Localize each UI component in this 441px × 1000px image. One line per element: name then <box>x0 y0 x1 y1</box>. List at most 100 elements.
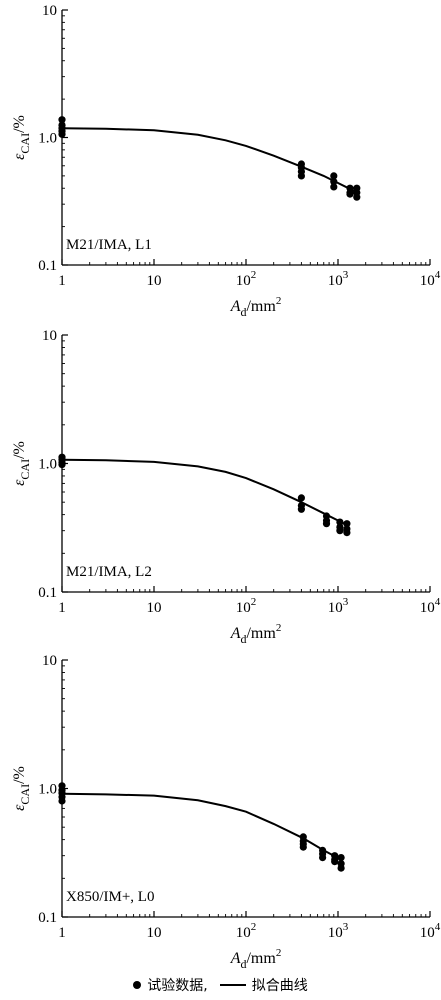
y-tick-label: 0.1 <box>38 585 57 601</box>
x-tick-label: 1 <box>58 600 66 616</box>
legend: 试验数据, 拟合曲线 <box>0 972 441 998</box>
x-tick-label: 10 <box>147 600 162 616</box>
legend-line-item: 拟合曲线 <box>218 975 308 995</box>
x-tick-base: 10 <box>328 925 343 941</box>
x-tick-base: 10 <box>328 273 343 289</box>
data-point <box>319 854 327 862</box>
x-axis-label: Ad/mm2 <box>230 947 282 971</box>
y-tick-label: 0.1 <box>38 258 57 274</box>
data-point <box>330 178 338 186</box>
y-tick-label: 1.0 <box>38 457 57 473</box>
data-point <box>297 505 305 513</box>
x-tick-label: 102 <box>236 596 257 616</box>
data-point <box>299 843 307 851</box>
y-axis-label: εCAI/% <box>11 441 32 486</box>
x-label-main: A <box>230 625 241 642</box>
x-tick-label: 103 <box>328 921 349 941</box>
y-label-main: ε <box>11 479 28 486</box>
y-tick-label: 10 <box>42 653 57 669</box>
x-label-subscript: d <box>240 632 246 646</box>
data-point <box>58 797 66 805</box>
y-tick-label: 1.0 <box>38 782 57 798</box>
x-tick-label: 1 <box>58 925 66 941</box>
y-label-unit: /% <box>11 766 28 784</box>
fit-curve-line <box>61 127 358 194</box>
x-tick-label: 10 <box>147 273 162 289</box>
x-tick-label: 104 <box>420 269 441 289</box>
x-label-subscript: d <box>240 305 246 319</box>
y-axis-label: εCAI/% <box>11 115 32 160</box>
x-tick-label: 103 <box>328 269 349 289</box>
y-tick-label: 10 <box>42 328 57 344</box>
x-tick-exponent: 4 <box>435 921 441 933</box>
x-tick-base: 10 <box>420 925 435 941</box>
x-tick-base: 10 <box>236 273 251 289</box>
data-point <box>330 183 338 191</box>
x-tick-base: 10 <box>328 600 343 616</box>
x-axis-label: Ad/mm2 <box>230 295 282 319</box>
x-label-main: A <box>230 298 241 315</box>
x-tick-exponent: 2 <box>251 596 257 608</box>
data-point <box>58 116 66 124</box>
y-tick-label: 1.0 <box>38 131 57 147</box>
y-label-main: ε <box>11 153 28 160</box>
y-tick-label: 0.1 <box>38 910 57 926</box>
x-label-unit: /mm <box>246 625 276 642</box>
legend-scatter-marker <box>133 981 142 989</box>
y-label-subscript: CAI <box>18 459 32 480</box>
fit-curve-line <box>61 458 348 527</box>
legend-scatter-item: 试验数据, <box>133 975 208 995</box>
data-point <box>322 520 331 528</box>
x-label-unit: /mm <box>246 950 276 967</box>
x-tick-label: 104 <box>420 921 441 941</box>
x-label-superscript: 2 <box>276 947 282 959</box>
x-tick-exponent: 2 <box>251 269 257 281</box>
data-point <box>343 529 351 537</box>
y-label-unit: /% <box>11 441 28 459</box>
y-label-main: ε <box>11 804 28 811</box>
panel-label: X850/IM+, L0 <box>66 889 154 905</box>
x-tick-label: 102 <box>236 921 257 941</box>
panel-label: M21/IMA, L2 <box>66 564 152 580</box>
x-tick-base: 10 <box>236 600 251 616</box>
x-tick-label: 103 <box>328 596 349 616</box>
legend-line-label: 拟合曲线 <box>251 978 308 994</box>
x-tick-exponent: 4 <box>435 596 441 608</box>
legend-scatter-label: 试验数据, <box>147 978 208 994</box>
x-label-main: A <box>230 950 241 967</box>
x-tick-exponent: 2 <box>251 921 257 933</box>
data-point <box>297 494 305 502</box>
x-axis-label: Ad/mm2 <box>230 622 282 646</box>
y-label-unit: /% <box>11 115 28 133</box>
data-point <box>58 461 66 469</box>
y-tick-label: 10 <box>42 3 57 19</box>
data-point <box>337 864 345 872</box>
data-point <box>353 193 361 201</box>
x-tick-base: 10 <box>420 600 435 616</box>
data-point <box>336 527 344 535</box>
x-label-unit: /mm <box>246 298 276 315</box>
data-point <box>297 172 305 180</box>
y-axis-label: εCAI/% <box>11 766 32 811</box>
x-tick-base: 10 <box>420 273 435 289</box>
y-label-subscript: CAI <box>18 133 32 154</box>
data-point <box>330 172 338 180</box>
y-label-subscript: CAI <box>18 784 32 805</box>
data-point <box>343 520 351 528</box>
x-tick-label: 104 <box>420 596 441 616</box>
legend-line-marker <box>219 984 246 986</box>
x-tick-label: 102 <box>236 269 257 289</box>
data-point <box>58 130 66 138</box>
x-tick-exponent: 4 <box>435 269 441 281</box>
x-tick-exponent: 3 <box>343 921 349 933</box>
x-label-superscript: 2 <box>276 622 282 634</box>
x-tick-exponent: 3 <box>343 596 349 608</box>
data-point <box>331 858 339 866</box>
x-tick-label: 10 <box>147 925 162 941</box>
fit-curve-line <box>61 792 342 861</box>
x-tick-label: 1 <box>58 273 66 289</box>
x-tick-base: 10 <box>236 925 251 941</box>
